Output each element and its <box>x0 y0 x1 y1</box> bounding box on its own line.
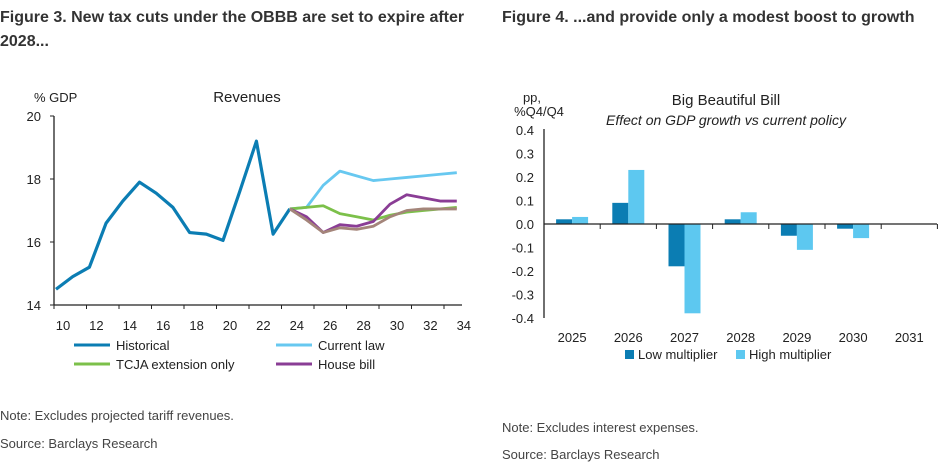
figure-4-title: Figure 4. ...and provide only a modest b… <box>502 9 915 26</box>
x-tick-label: 22 <box>256 318 270 333</box>
y-tick-label: 0.4 <box>516 123 534 138</box>
bar-low-multiplier <box>837 224 854 229</box>
legend-swatch <box>625 350 634 359</box>
x-tick-label: 20 <box>223 318 237 333</box>
legend-label: Historical <box>116 338 170 353</box>
x-tick-label: 18 <box>189 318 203 333</box>
y-tick-label: 14 <box>27 298 41 313</box>
x-tick-label: 2027 <box>670 330 699 345</box>
legend-label: High multiplier <box>749 347 832 362</box>
y-axis-label: pp, <box>523 90 541 105</box>
y-axis-label: % GDP <box>34 90 77 105</box>
legend-label: TCJA extension only <box>116 357 235 372</box>
y-tick-label: -0.2 <box>512 264 534 279</box>
x-tick-label: 2029 <box>782 330 811 345</box>
x-tick-label: 2028 <box>726 330 755 345</box>
x-tick-label: 28 <box>356 318 370 333</box>
y-tick-label: 0.1 <box>516 194 534 209</box>
series-line-historical <box>55 139 292 291</box>
revenues-line-chart: % GDP Revenues 14 16 18 20 10 12 14 16 18 20 22 24 26 2… <box>27 89 472 372</box>
x-tick-label: 26 <box>323 318 337 333</box>
x-tick-label: 16 <box>156 318 170 333</box>
chart-title: Big Beautiful Bill <box>672 92 780 109</box>
y-tick-label: 16 <box>27 235 41 250</box>
figure-3-title: Figure 3. New tax cuts under the OBBB ar… <box>0 9 465 50</box>
x-tick-label: 2025 <box>558 330 587 345</box>
bar-high-multiplier <box>853 224 870 239</box>
x-tick-label: 30 <box>390 318 404 333</box>
x-tick-label: 12 <box>89 318 103 333</box>
bar-low-multiplier <box>668 224 685 267</box>
x-tick-label: 14 <box>123 318 137 333</box>
x-tick-label: 24 <box>290 318 304 333</box>
gdp-growth-bar-chart: pp,%Q4/Q4 Big Beautiful Bill Effect on GDP… <box>512 90 938 362</box>
y-tick-label: -0.1 <box>512 241 534 256</box>
chart-title: Revenues <box>213 89 281 106</box>
bar-high-multiplier <box>740 212 757 224</box>
legend-label: Current law <box>318 338 385 353</box>
bar-high-multiplier <box>572 216 589 224</box>
series-line-current-law <box>289 169 457 211</box>
y-tick-label: -0.3 <box>512 288 534 303</box>
bar-high-multiplier <box>628 169 645 224</box>
bar-high-multiplier <box>684 224 701 314</box>
x-tick-label: 32 <box>423 318 437 333</box>
bar-low-multiplier <box>780 224 797 236</box>
y-tick-label: 0.2 <box>516 170 534 185</box>
series-line-unlabeled <box>289 207 457 234</box>
y-tick-label: -0.4 <box>512 311 534 326</box>
chart-subtitle: Effect on GDP growth vs current policy <box>606 112 847 128</box>
bar-high-multiplier <box>796 224 813 250</box>
y-tick-label: 18 <box>27 172 41 187</box>
legend-label: House bill <box>318 357 375 372</box>
x-tick-label: 34 <box>457 318 471 333</box>
figure-3-note: Note: Excludes projected tariff revenues… <box>0 408 234 423</box>
x-tick-label: 2026 <box>614 330 643 345</box>
x-tick-label: 2031 <box>895 330 924 345</box>
x-tick-label: 2030 <box>839 330 868 345</box>
figure-4-note: Note: Excludes interest expenses. <box>502 420 699 435</box>
legend-swatch <box>736 350 745 359</box>
bar-low-multiplier <box>612 202 629 224</box>
figure-3-source: Source: Barclays Research <box>0 436 158 451</box>
x-tick-label: 10 <box>56 318 70 333</box>
y-axis-label: %Q4/Q4 <box>514 104 564 119</box>
bar-low-multiplier <box>724 219 741 224</box>
y-tick-label: 20 <box>27 109 41 124</box>
figure-4-source: Source: Barclays Research <box>502 447 660 462</box>
legend-label: Low multiplier <box>638 347 718 362</box>
y-tick-label: 0.0 <box>516 217 534 232</box>
y-tick-label: 0.3 <box>516 147 534 162</box>
bar-low-multiplier <box>556 219 573 224</box>
